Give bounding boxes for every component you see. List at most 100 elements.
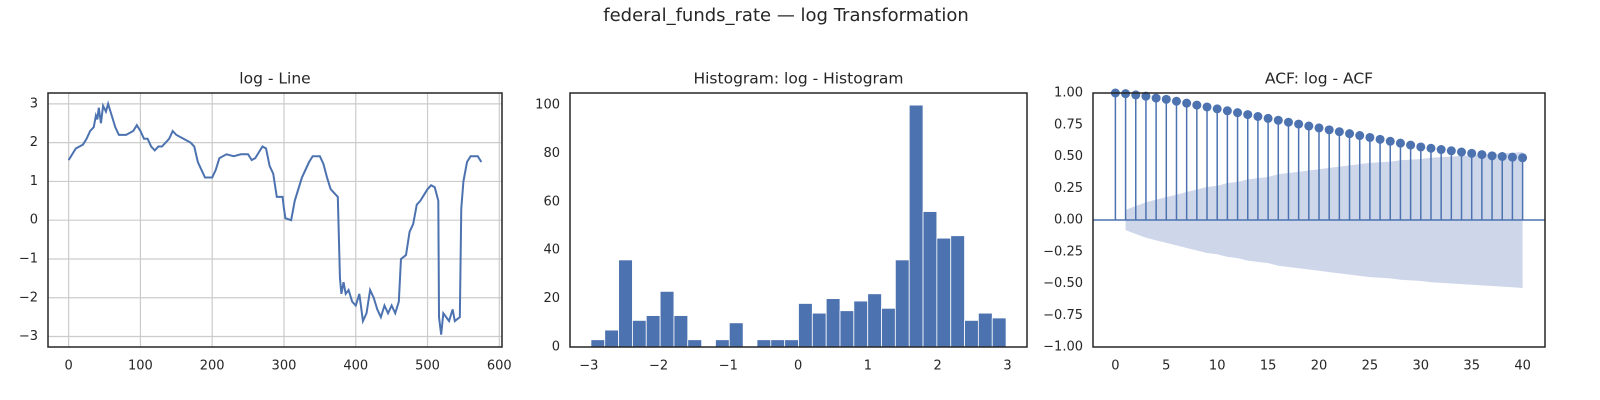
histogram-bar (590, 339, 606, 348)
stem-marker (1212, 104, 1222, 114)
y-tick-label: 0.25 (1054, 181, 1083, 196)
x-tick-label: 0 (794, 359, 802, 374)
y-tick-label: 0 (30, 213, 38, 228)
x-tick-label: 2 (934, 359, 942, 374)
y-tick-label: −3 (19, 329, 38, 344)
stem-marker (1324, 125, 1334, 135)
x-tick-label: 20 (1311, 359, 1328, 374)
y-tick-label: 0.50 (1054, 149, 1083, 164)
stem-marker (1345, 129, 1355, 139)
data-line (67, 100, 483, 335)
stem-marker (1263, 113, 1273, 123)
stem-marker (1477, 150, 1487, 160)
stem-marker (1487, 151, 1497, 161)
stem-marker (1314, 123, 1324, 133)
stem-marker (1365, 132, 1375, 142)
y-tick-label: 40 (543, 243, 560, 258)
histogram-bar (936, 237, 952, 348)
y-tick-label: 100 (535, 98, 560, 113)
histogram-bar (770, 339, 786, 348)
histogram-bar (881, 307, 896, 348)
x-tick-label: 200 (200, 359, 225, 374)
y-tick-label: −0.50 (1043, 276, 1083, 291)
histogram-bar (867, 293, 882, 348)
stem-marker (1222, 106, 1232, 116)
stem-marker (1253, 111, 1263, 121)
y-tick-label: 60 (543, 194, 560, 209)
histogram-bar (673, 315, 689, 348)
x-tick-label: 1 (864, 359, 872, 374)
y-tick-label: 0.75 (1054, 117, 1083, 132)
stem-marker (1141, 91, 1151, 101)
histogram-bar (687, 339, 703, 348)
histogram-bar (894, 259, 910, 348)
stem-marker (1273, 115, 1283, 125)
histogram-bar (784, 339, 799, 348)
stem-marker (1192, 100, 1202, 110)
stem-marker (1406, 140, 1416, 150)
subplot-title: ACF: log - ACF (1265, 70, 1373, 88)
histogram-bar (645, 315, 661, 348)
y-tick-label: 0 (552, 340, 560, 355)
stem-marker (1416, 142, 1426, 152)
stem-marker (1395, 138, 1405, 148)
y-tick-label: 2 (30, 135, 38, 150)
x-tick-label: −3 (579, 359, 598, 374)
histogram-bar (922, 211, 938, 348)
axes-frame (47, 92, 503, 348)
histogram-bar (715, 339, 730, 348)
axes-frame (569, 92, 1028, 348)
histogram-bar (632, 319, 647, 348)
x-tick-label: 3 (1003, 359, 1011, 374)
histogram-bar (728, 322, 744, 348)
y-tick-label: −1 (19, 251, 38, 266)
stem-marker (1446, 146, 1456, 156)
stem-marker (1497, 152, 1507, 161)
histogram-bar (977, 312, 993, 348)
x-tick-label: 15 (1260, 359, 1277, 374)
stem-marker (1355, 131, 1365, 141)
histogram-bar (839, 310, 855, 348)
x-tick-label: 400 (343, 359, 368, 374)
x-tick-label: 500 (415, 359, 440, 374)
stem-marker (1518, 153, 1528, 163)
stem-marker (1243, 110, 1253, 120)
x-tick-label: 300 (272, 359, 297, 374)
y-tick-label: −0.75 (1043, 308, 1083, 323)
stem-marker (1161, 94, 1171, 104)
y-tick-label: −1.00 (1043, 340, 1083, 355)
histogram-bar (756, 339, 772, 348)
histogram-bar (964, 319, 979, 348)
x-tick-label: 5 (1162, 359, 1170, 374)
y-tick-label: 20 (543, 291, 560, 306)
stem-marker (1182, 98, 1192, 108)
x-tick-label: 30 (1413, 359, 1430, 374)
stem-marker (1171, 96, 1181, 106)
axes-frame (1092, 92, 1546, 348)
stem-marker (1375, 134, 1385, 144)
histogram-bar (950, 235, 965, 348)
x-tick-label: 600 (487, 359, 512, 374)
y-tick-label: −0.25 (1043, 244, 1083, 259)
stem-marker (1426, 143, 1436, 153)
x-tick-label: 35 (1463, 359, 1480, 374)
x-tick-label: 40 (1514, 359, 1531, 374)
y-tick-label: 1 (30, 174, 38, 189)
stem-marker (1233, 108, 1243, 118)
histogram-bar (853, 300, 869, 348)
histogram-bar (604, 329, 620, 348)
figure-title: federal_funds_rate — log Transformation (603, 5, 969, 26)
y-tick-label: 80 (543, 146, 560, 161)
y-tick-label: 0.00 (1054, 213, 1083, 228)
stem-marker (1507, 152, 1517, 162)
stem-marker (1467, 148, 1477, 158)
subplot-title: log - Line (239, 70, 310, 88)
stem-marker (1283, 117, 1293, 127)
x-tick-label: −1 (719, 359, 738, 374)
histogram-bar (618, 259, 633, 348)
stem-marker (1385, 136, 1395, 146)
y-tick-label: −2 (19, 290, 38, 305)
y-tick-label: 3 (30, 96, 38, 111)
